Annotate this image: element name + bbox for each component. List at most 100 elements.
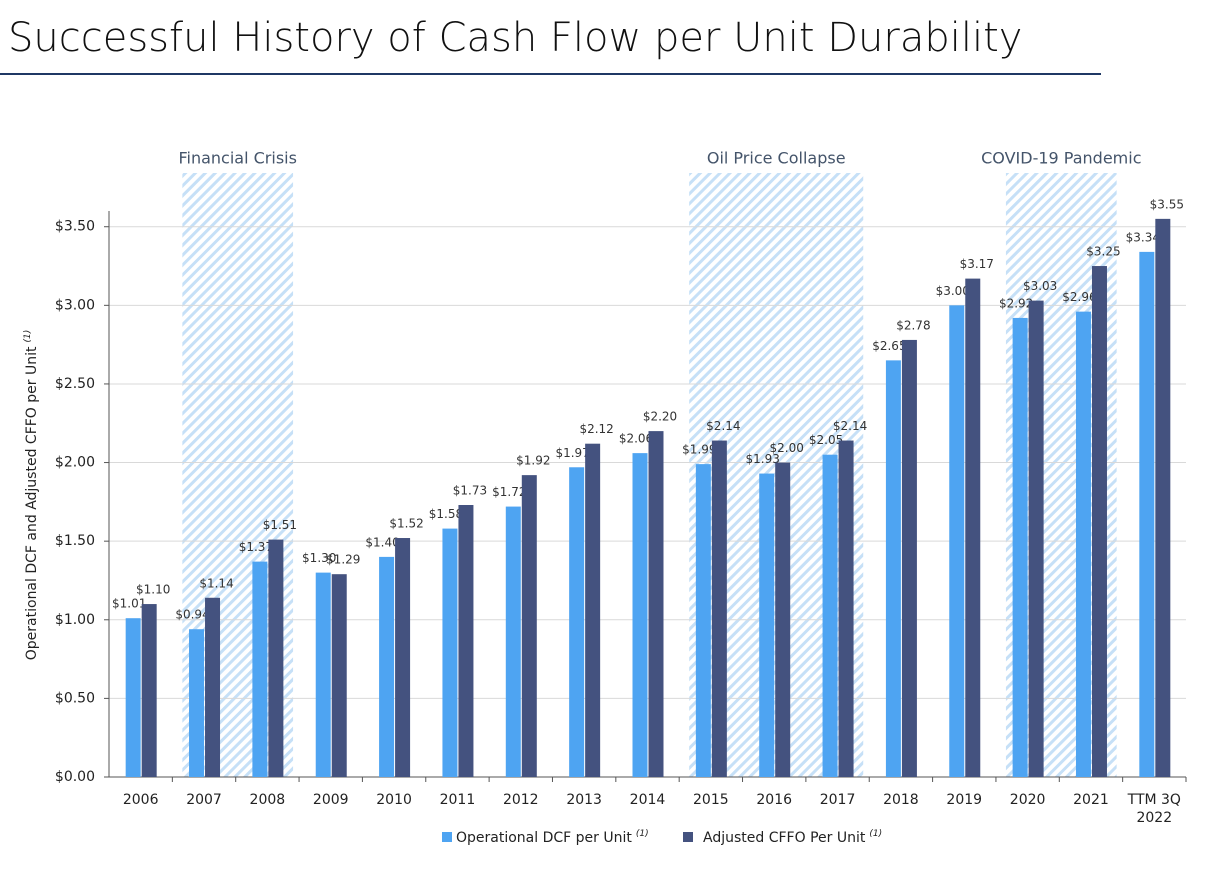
bar [949, 305, 965, 777]
value-label: $2.14 [833, 419, 867, 433]
legend-swatch [442, 832, 452, 842]
bar [759, 473, 775, 777]
value-label: $2.06 [619, 432, 653, 446]
bar [838, 440, 854, 777]
value-label: $1.93 [746, 452, 780, 466]
footnote-marker: (1) [636, 829, 649, 839]
x-tick-label: 2006 [122, 792, 159, 808]
bar [632, 453, 648, 777]
value-label: $2.65 [872, 339, 906, 353]
value-label: $1.51 [263, 518, 297, 532]
bar [775, 462, 791, 777]
x-tick-label: 2016 [756, 792, 793, 808]
bar [331, 574, 347, 777]
value-label: $2.78 [896, 318, 930, 332]
x-tick-label: 2012 [502, 792, 539, 808]
x-tick-label: 2011 [439, 792, 476, 808]
y-axis-title: Operational DCF and Adjusted CFFO per Un… [23, 330, 41, 660]
y-tick-label: $0.50 [55, 690, 95, 706]
x-tick-label: 2017 [819, 792, 856, 808]
x-tick-label: 2014 [629, 792, 666, 808]
value-label: $2.05 [809, 433, 843, 447]
y-axis-title-text: Operational DCF and Adjusted CFFO per Un… [24, 346, 40, 660]
bar [569, 467, 585, 777]
period-label: COVID-19 Pandemic [981, 149, 1141, 168]
bar [1028, 300, 1044, 777]
value-label: $1.52 [389, 517, 423, 531]
y-tick-label: $3.00 [55, 297, 95, 313]
bar [458, 505, 474, 777]
x-tick-label: 2013 [566, 792, 602, 808]
bar [711, 440, 727, 777]
value-label: $1.99 [682, 443, 716, 457]
x-tick-label: 2007 [186, 792, 222, 808]
x-tick-label: 2018 [883, 792, 919, 808]
value-label: $1.14 [199, 576, 233, 590]
bar [141, 604, 157, 777]
legend-swatch [683, 832, 693, 842]
y-tick-label: $2.00 [55, 455, 95, 471]
y-tick-label: $1.00 [55, 612, 95, 628]
value-label: $2.14 [706, 419, 740, 433]
value-label: $1.58 [429, 507, 463, 521]
x-tick-label: TTM 3Q 2022 [1127, 792, 1181, 826]
value-label: $1.30 [302, 551, 336, 565]
legend-label: Adjusted CFFO Per Unit [703, 830, 866, 846]
bar [442, 528, 458, 777]
value-label: $2.20 [643, 410, 677, 424]
value-label: $1.72 [492, 485, 526, 499]
value-label: $1.97 [555, 446, 589, 460]
bar [885, 360, 901, 777]
value-label: $3.55 [1150, 197, 1184, 211]
y-tick-label: $0.00 [55, 769, 95, 785]
bar [901, 339, 917, 777]
bar [1139, 251, 1155, 777]
bar [379, 556, 395, 777]
bar [822, 454, 838, 777]
value-label: $1.92 [516, 454, 550, 468]
period-label: Financial Crisis [178, 149, 296, 168]
period-label: Oil Price Collapse [707, 149, 846, 168]
x-tick-label: 2019 [946, 792, 983, 808]
bar [1075, 311, 1091, 777]
chart-title: Successful History of Cash Flow per Unit… [8, 15, 1022, 61]
value-label: $1.01 [112, 597, 146, 611]
legend-label: Operational DCF per Unit [456, 830, 632, 846]
bar [648, 431, 664, 777]
x-tick-label: 2008 [249, 792, 286, 808]
y-tick-label: $1.50 [55, 533, 95, 549]
value-label: $1.40 [365, 535, 399, 549]
x-tick-label: 2021 [1073, 792, 1109, 808]
bar [1012, 317, 1028, 777]
value-label: $2.96 [1062, 290, 1096, 304]
x-tick-label: 2010 [376, 792, 412, 808]
bar [315, 572, 331, 777]
value-label: $3.25 [1086, 245, 1120, 259]
value-label: $0.94 [175, 608, 209, 622]
value-label: $1.10 [136, 583, 170, 597]
x-tick-label: 2009 [312, 792, 349, 808]
value-label: $1.29 [326, 553, 360, 567]
value-label: $1.37 [239, 540, 273, 554]
footnote-marker: (1) [23, 330, 33, 343]
bar [1155, 218, 1171, 778]
bar [965, 278, 981, 777]
bar [521, 475, 537, 777]
value-label: $1.73 [453, 484, 487, 498]
value-label: $2.92 [999, 296, 1033, 310]
y-tick-label: $2.50 [55, 376, 95, 392]
footnote-marker: (1) [869, 829, 882, 839]
y-tick-label: $3.50 [55, 219, 95, 235]
bar [395, 538, 411, 777]
bar [252, 561, 268, 777]
legend-entry: Adjusted CFFO Per Unit (1) [703, 829, 882, 847]
bar [585, 443, 601, 777]
bar [205, 597, 221, 777]
value-label: $3.00 [936, 284, 970, 298]
value-label: $3.34 [1126, 230, 1160, 244]
bar [695, 464, 711, 777]
value-label: $3.17 [960, 257, 994, 271]
value-label: $2.12 [579, 422, 613, 436]
